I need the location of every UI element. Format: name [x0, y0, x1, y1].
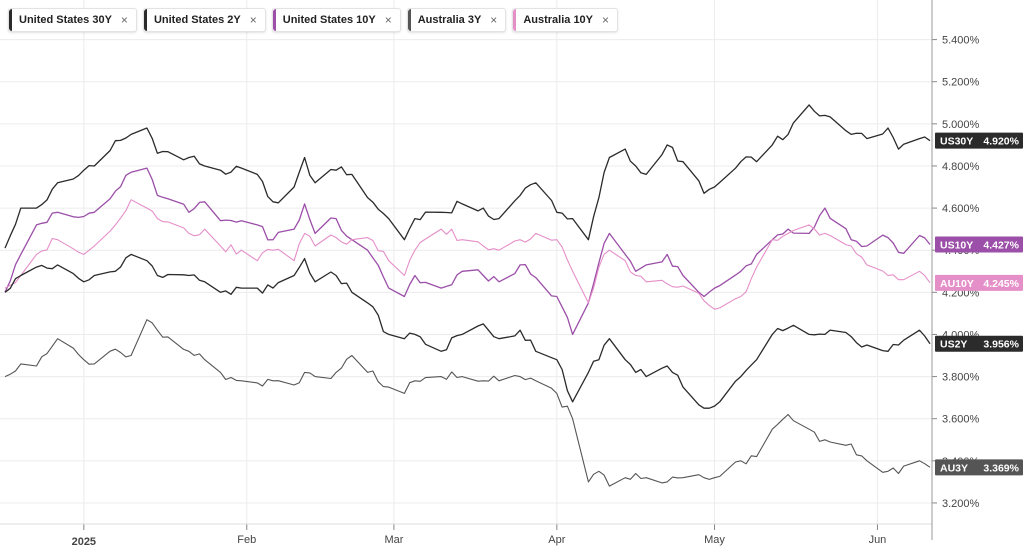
- x-axis: 2025 Feb Mar Apr May Jun: [0, 523, 932, 548]
- tag-last-value: 3.956%: [983, 339, 1019, 351]
- last-value-tag-us2y: US2Y 3.956%: [935, 335, 1023, 352]
- tag-series-code: US30Y: [940, 136, 973, 148]
- y-tick-label: 4.800%: [942, 161, 980, 173]
- y-tick-label: 5.200%: [942, 77, 980, 89]
- series-lines: [4, 104, 931, 487]
- last-value-tag-us10y: US10Y 4.427%: [935, 236, 1023, 253]
- close-icon[interactable]: ×: [249, 13, 257, 27]
- x-tick-label: Jun: [869, 534, 887, 546]
- legend-item-us2y[interactable]: United States 2Y ×: [142, 8, 266, 32]
- x-tick-label: Feb: [237, 534, 256, 546]
- y-tick-label: 3.600%: [942, 414, 980, 426]
- series-line-au3y: [4, 319, 931, 487]
- legend-item-au10y[interactable]: Australia 10Y ×: [512, 8, 619, 32]
- y-tick-label: 5.400%: [942, 35, 980, 47]
- legend-item-us30y[interactable]: United States 30Y ×: [8, 8, 137, 32]
- tag-last-value: 4.427%: [983, 240, 1019, 252]
- last-value-tag-us30y: US30Y 4.920%: [935, 132, 1023, 149]
- legend-label: Australia 3Y: [417, 14, 482, 26]
- tag-last-value: 4.920%: [983, 136, 1019, 148]
- close-icon[interactable]: ×: [384, 13, 392, 27]
- legend-label: United States 10Y: [282, 14, 376, 26]
- last-value-tags: US30Y 4.920% US10Y 4.427% AU10Y 4.245% US2Y 3.9…: [935, 132, 1023, 476]
- legend-swatch: [513, 9, 517, 31]
- legend-label: Australia 10Y: [523, 14, 594, 26]
- tag-background: [935, 335, 1023, 352]
- series-line-us30y: [4, 104, 931, 249]
- x-tick-label: May: [704, 534, 725, 546]
- y-tick-label: 3.200%: [942, 498, 980, 510]
- last-value-tag-au3y: AU3Y 3.369%: [935, 459, 1023, 476]
- tag-series-code: AU3Y: [940, 462, 968, 474]
- y-tick-label: 3.800%: [942, 372, 980, 384]
- tag-series-code: US2Y: [940, 339, 967, 351]
- legend-label: United States 2Y: [153, 14, 241, 26]
- x-tick-label: 2025: [72, 536, 96, 548]
- y-tick-label: 5.000%: [942, 119, 980, 131]
- legend-item-us10y[interactable]: United States 10Y ×: [271, 8, 401, 32]
- tag-background: [935, 236, 1023, 253]
- tag-series-code: US10Y: [940, 240, 973, 252]
- legend-swatch: [9, 9, 12, 31]
- y-tick-label: 4.600%: [942, 203, 980, 215]
- legend-label: United States 30Y: [19, 14, 112, 26]
- legend-swatch: [272, 9, 276, 31]
- legend-swatch: [143, 9, 147, 31]
- tag-last-value: 4.245%: [983, 278, 1019, 290]
- series-line-us10y: [4, 167, 931, 336]
- legend-item-au3y[interactable]: Australia 3Y ×: [406, 8, 507, 32]
- tag-background: [935, 459, 1023, 476]
- legend-swatch: [407, 9, 411, 31]
- tag-background: [935, 132, 1023, 149]
- series-line-au10y: [4, 199, 931, 310]
- tag-series-code: AU10Y: [940, 278, 974, 290]
- series-line-us2y: [4, 253, 931, 409]
- tag-background: [935, 274, 1023, 291]
- close-icon[interactable]: ×: [602, 13, 610, 27]
- close-icon[interactable]: ×: [490, 13, 498, 27]
- last-value-tag-au10y: AU10Y 4.245%: [935, 274, 1023, 291]
- tag-last-value: 3.369%: [983, 462, 1019, 474]
- gridlines: [0, 0, 932, 528]
- x-tick-label: Apr: [548, 534, 565, 546]
- close-icon[interactable]: ×: [120, 13, 128, 27]
- x-tick-label: Mar: [384, 534, 403, 546]
- legend: United States 30Y × United States 2Y × U…: [8, 8, 619, 32]
